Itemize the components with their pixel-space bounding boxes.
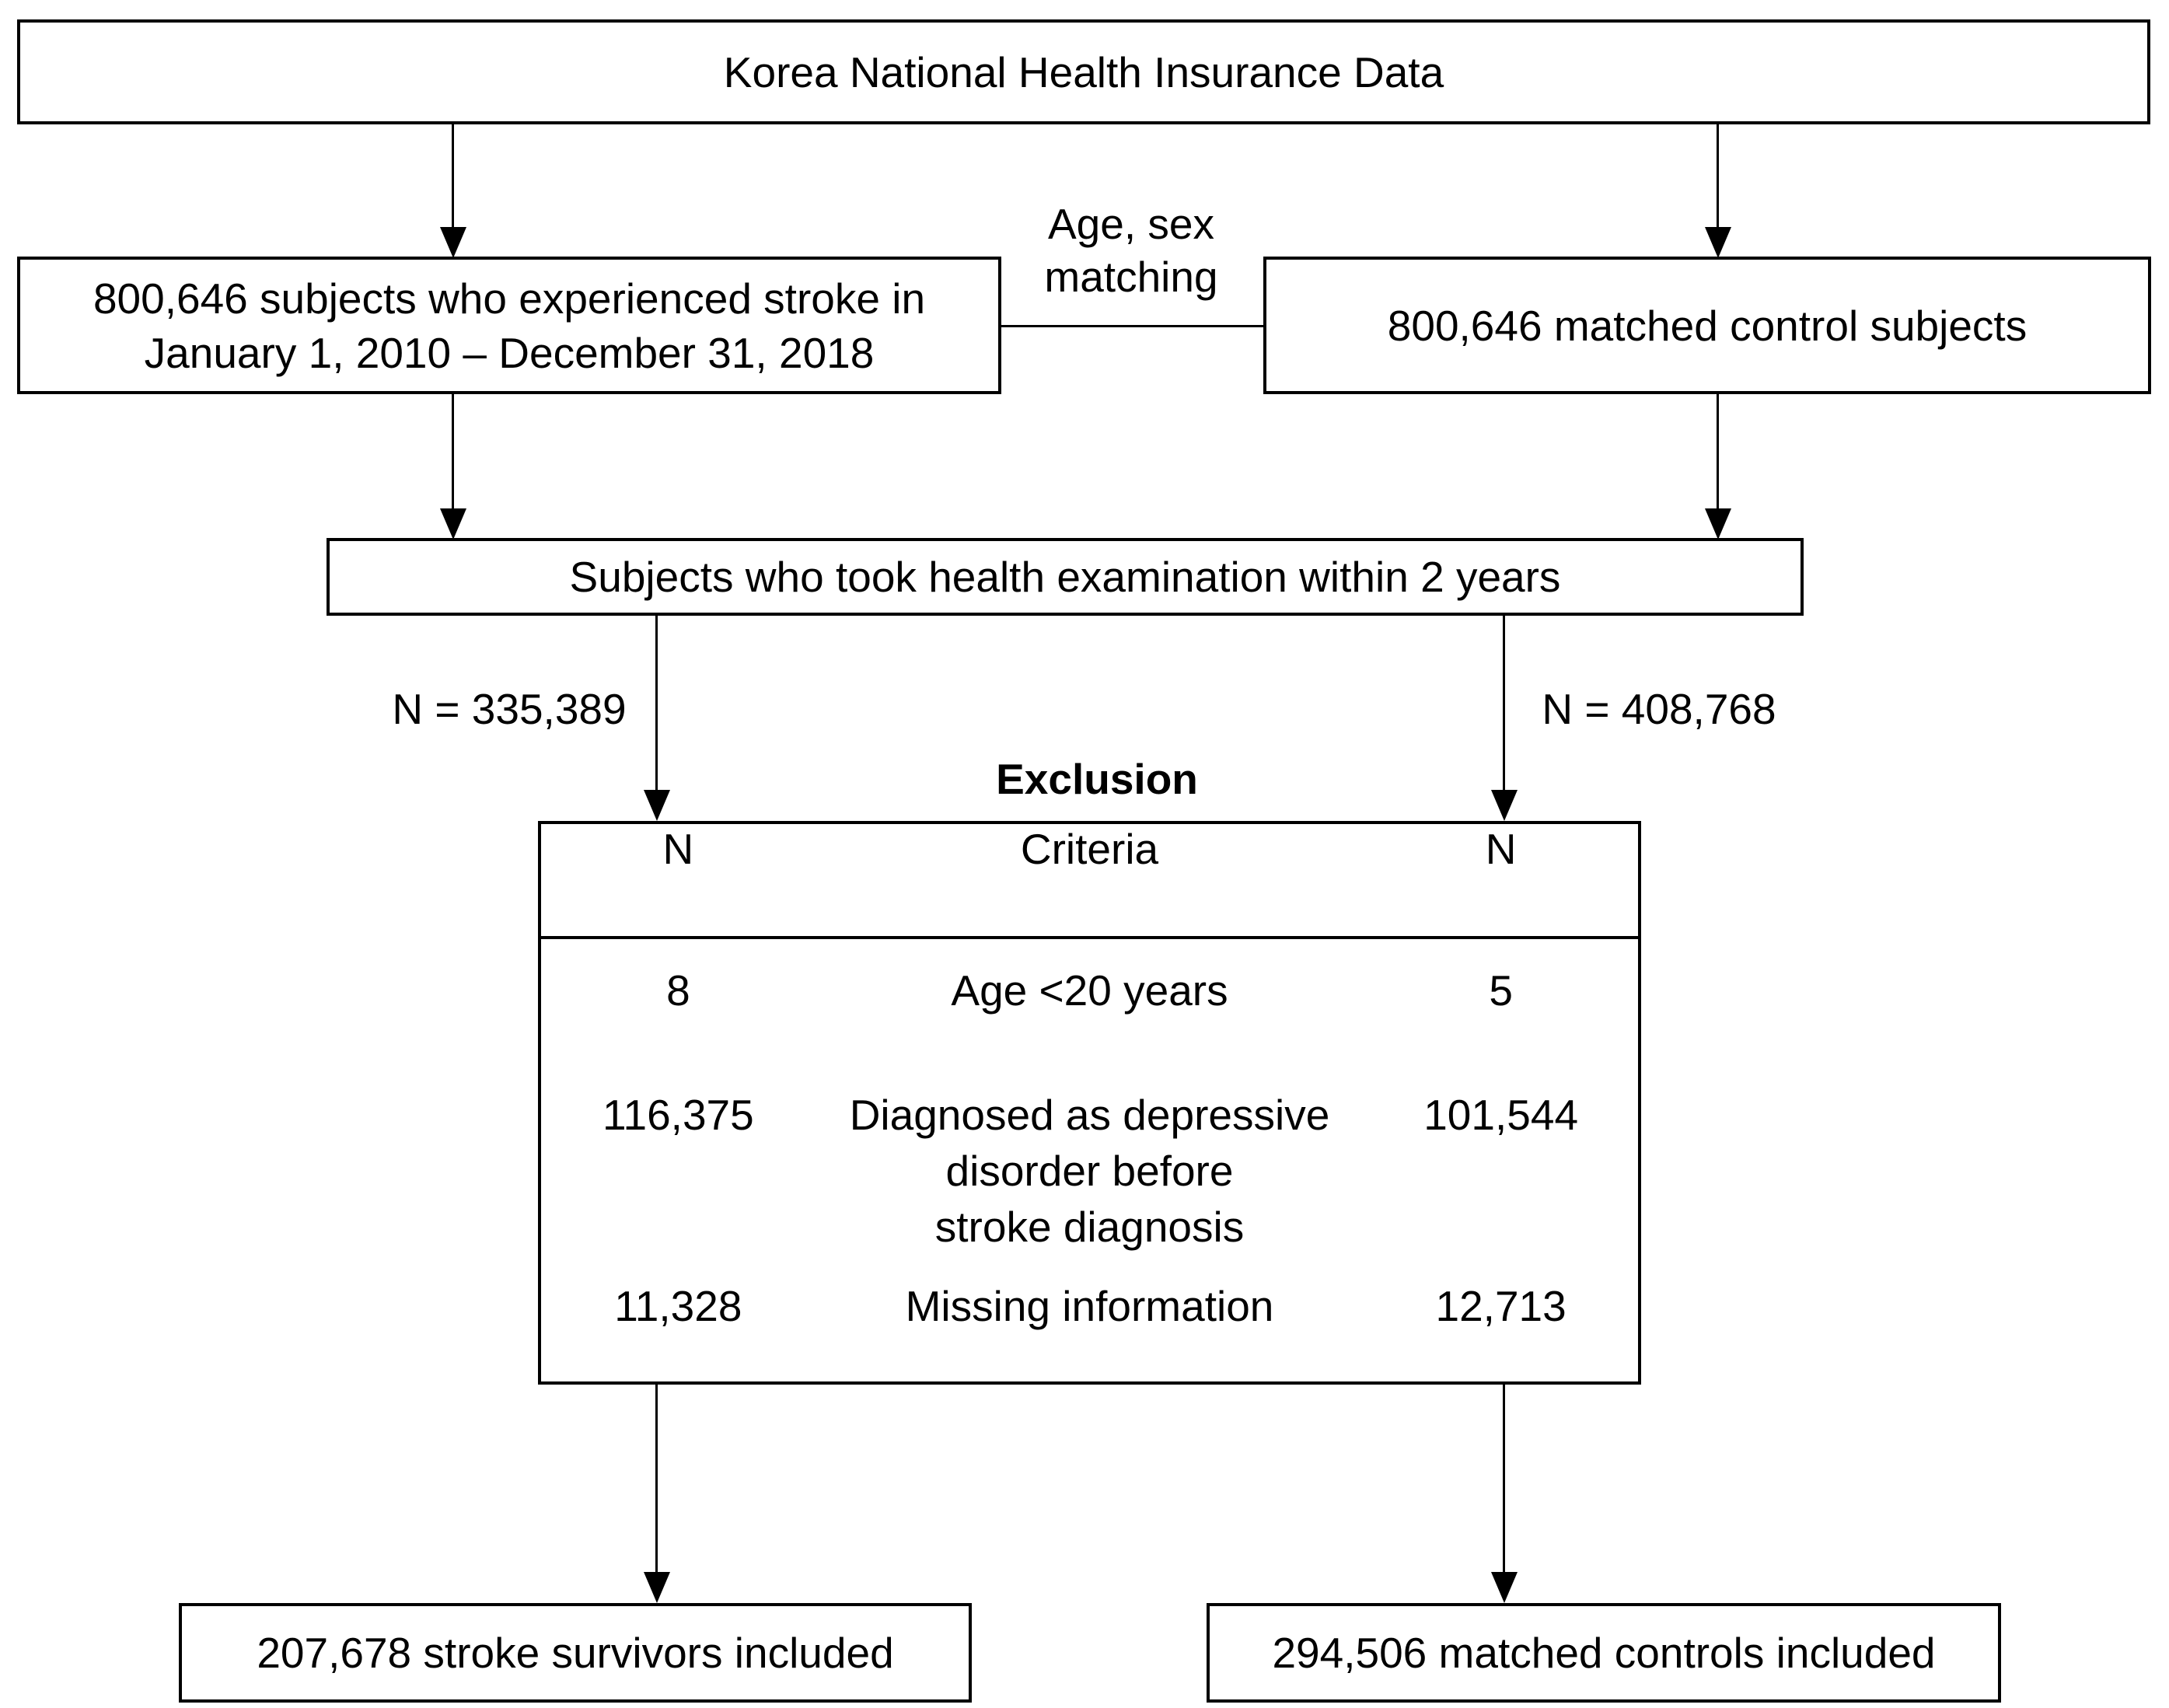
arrow-source-to-control-head bbox=[1705, 227, 1731, 258]
exclusion-row-depression-control-n: 101,544 bbox=[1423, 1091, 1579, 1139]
exclusion-row-missing-control-n: 12,713 bbox=[1435, 1282, 1566, 1330]
exclusion-title: Exclusion bbox=[996, 755, 1198, 803]
exclusion-header-criteria: Criteria bbox=[1020, 825, 1159, 873]
control-n-label: N = 408,768 bbox=[1542, 685, 1776, 733]
arrow-source-to-stroke-line bbox=[452, 124, 454, 232]
included-stroke-box: 207,678 stroke survivors included bbox=[179, 1603, 972, 1703]
arrow-exam-to-exclusion-left-line bbox=[655, 616, 658, 793]
exclusion-row-missing-stroke-n: 11,328 bbox=[614, 1282, 742, 1330]
health-exam-box: Subjects who took health examination wit… bbox=[327, 538, 1804, 616]
arrow-exclusion-to-included-control-line bbox=[1503, 1385, 1505, 1575]
exclusion-row-missing: 11,328 Missing information 12,713 bbox=[541, 1278, 1638, 1334]
stroke-cohort-line2: January 1, 2010 – December 31, 2018 bbox=[144, 328, 875, 377]
exclusion-row-depression-criteria: Diagnosed as depressive disorder before … bbox=[849, 1091, 1330, 1251]
exclusion-row-age-stroke-n: 8 bbox=[666, 966, 690, 1015]
exclusion-table: N Criteria N 8 Age <20 years 5 116,375 D… bbox=[538, 821, 1641, 1385]
control-cohort-box: 800,646 matched control subjects bbox=[1263, 257, 2151, 394]
arrow-control-to-exam-head bbox=[1705, 508, 1731, 540]
matching-connector-line bbox=[1001, 325, 1263, 327]
age-sex-matching-label: Age, sex matching bbox=[1003, 197, 1259, 303]
matching-label-line2: matching bbox=[1044, 253, 1218, 301]
exclusion-row-depression: 116,375 Diagnosed as depressive disorder… bbox=[541, 1087, 1638, 1255]
arrow-exclusion-to-included-stroke-head bbox=[644, 1572, 670, 1603]
exclusion-row-age-criteria: Age <20 years bbox=[951, 966, 1228, 1015]
included-stroke-label: 207,678 stroke survivors included bbox=[257, 1629, 894, 1677]
stroke-n-label: N = 335,389 bbox=[392, 685, 627, 733]
exclusion-row-missing-criteria: Missing information bbox=[905, 1282, 1274, 1330]
exclusion-header-control-n: N bbox=[1485, 825, 1517, 873]
arrow-stroke-to-exam-line bbox=[452, 394, 454, 509]
arrow-stroke-to-exam-head bbox=[440, 508, 466, 540]
arrow-exam-to-exclusion-right-line bbox=[1503, 616, 1505, 793]
matching-label-line1: Age, sex bbox=[1047, 200, 1214, 248]
exclusion-row-depression-stroke-n: 116,375 bbox=[602, 1091, 754, 1139]
exclusion-row-age-control-n: 5 bbox=[1489, 966, 1513, 1015]
arrow-source-to-control-line bbox=[1717, 124, 1719, 232]
arrow-exclusion-to-included-control-head bbox=[1491, 1572, 1518, 1603]
arrow-exclusion-to-included-stroke-line bbox=[655, 1385, 658, 1575]
included-control-label: 294,506 matched controls included bbox=[1272, 1629, 1936, 1677]
control-cohort-label: 800,646 matched control subjects bbox=[1387, 301, 2028, 350]
health-exam-label: Subjects who took health examination wit… bbox=[569, 553, 1561, 601]
source-data-label: Korea National Health Insurance Data bbox=[723, 47, 1444, 96]
stroke-cohort-label: 800,646 subjects who experienced stroke … bbox=[93, 271, 925, 380]
exclusion-row-age: 8 Age <20 years 5 bbox=[541, 962, 1638, 1018]
arrow-exam-to-exclusion-right-head bbox=[1491, 790, 1518, 821]
arrow-control-to-exam-line bbox=[1717, 394, 1719, 509]
source-data-box: Korea National Health Insurance Data bbox=[17, 19, 2150, 124]
exclusion-table-header-row: N Criteria N bbox=[541, 824, 1638, 939]
included-control-box: 294,506 matched controls included bbox=[1207, 1603, 2001, 1703]
arrow-source-to-stroke-head bbox=[440, 227, 466, 258]
arrow-exam-to-exclusion-left-head bbox=[644, 790, 670, 821]
stroke-cohort-line1: 800,646 subjects who experienced stroke … bbox=[93, 274, 926, 323]
stroke-cohort-box: 800,646 subjects who experienced stroke … bbox=[17, 257, 1001, 394]
exclusion-header-stroke-n: N bbox=[662, 825, 694, 873]
